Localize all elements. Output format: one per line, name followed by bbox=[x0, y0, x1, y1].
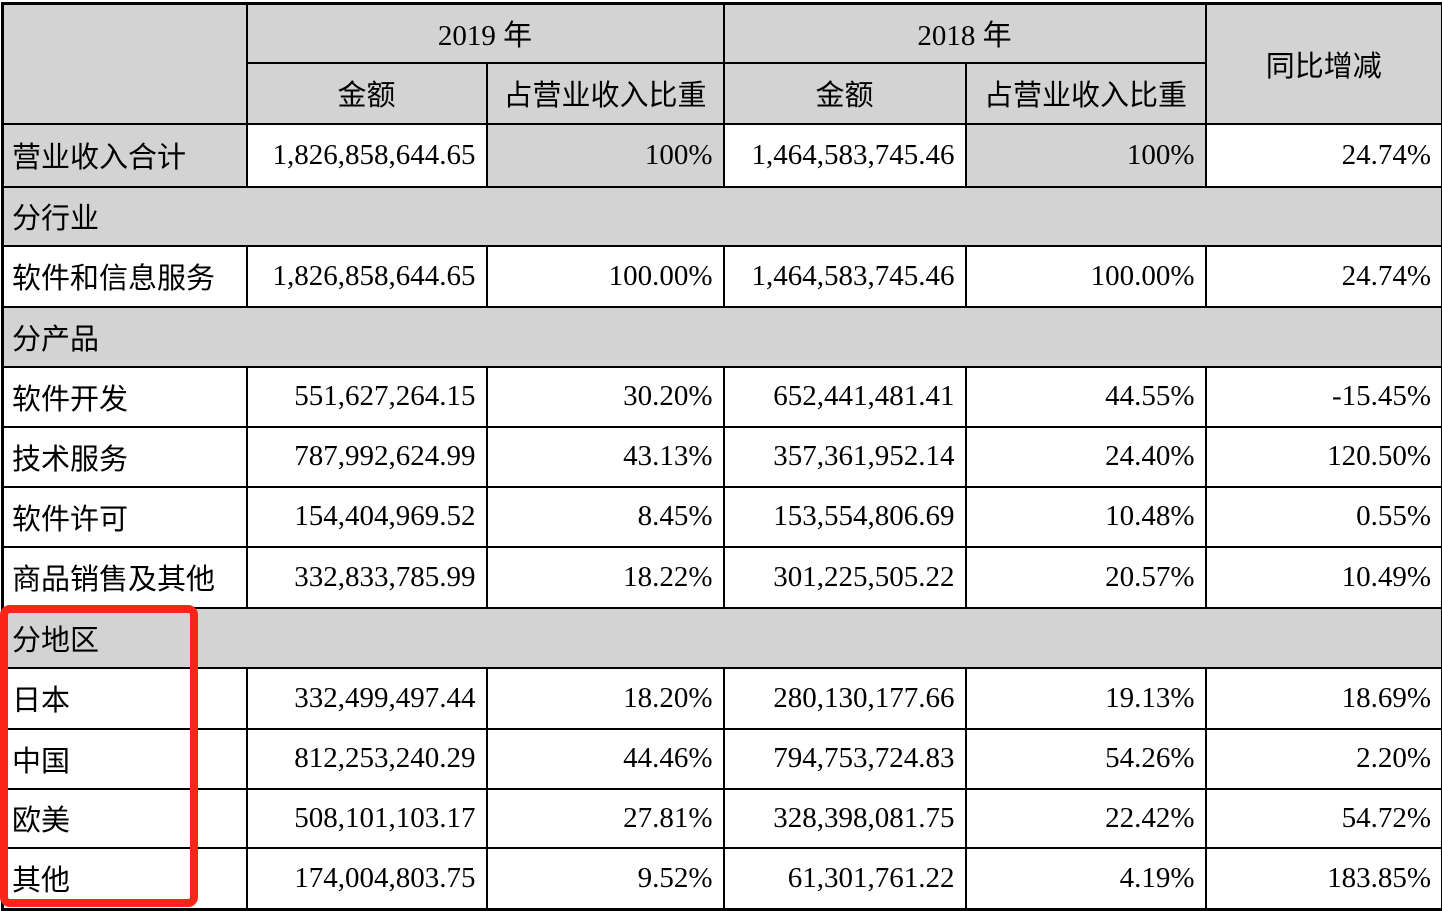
cell-share-2018: 20.57% bbox=[964, 545, 1207, 609]
section-title: 分行业 bbox=[1, 185, 1442, 247]
table-row: 其他 174,004,803.75 9.52% 61,301,761.22 4.… bbox=[1, 846, 1442, 911]
header-cell-yoy: 同比增减 bbox=[1204, 2, 1442, 125]
cell-yoy: 24.74% bbox=[1204, 122, 1442, 188]
section-row-industry: 分行业 bbox=[1, 185, 1442, 247]
cell-share-2019: 100% bbox=[485, 122, 725, 188]
cell-share-2019: 9.52% bbox=[485, 846, 725, 911]
cell-share-2018: 44.55% bbox=[964, 365, 1207, 428]
cell-share-2018: 22.42% bbox=[964, 787, 1207, 849]
cell-yoy: 10.49% bbox=[1204, 545, 1442, 609]
cell-share-2019: 27.81% bbox=[485, 787, 725, 849]
cell-amount-2018: 61,301,761.22 bbox=[722, 846, 967, 911]
cell-amount-2019: 174,004,803.75 bbox=[245, 846, 488, 911]
table-row: 技术服务 787,992,624.99 43.13% 357,361,952.1… bbox=[1, 425, 1442, 488]
cell-yoy: 0.55% bbox=[1204, 485, 1442, 548]
cell-share-2019: 44.46% bbox=[485, 727, 725, 790]
header-cell-empty bbox=[1, 2, 248, 125]
table-row: 日本 332,499,497.44 18.20% 280,130,177.66 … bbox=[1, 666, 1442, 730]
table-row: 中国 812,253,240.29 44.46% 794,753,724.83 … bbox=[1, 727, 1442, 790]
cell-share-2019: 18.22% bbox=[485, 545, 725, 609]
header-cell-year-2018: 2018 年 bbox=[722, 2, 1207, 64]
cell-amount-2018: 301,225,505.22 bbox=[722, 545, 967, 609]
cell-share-2018: 100.00% bbox=[964, 244, 1207, 308]
section-row-product: 分产品 bbox=[1, 305, 1442, 368]
cell-label: 软件许可 bbox=[1, 485, 248, 548]
cell-amount-2018: 280,130,177.66 bbox=[722, 666, 967, 730]
cell-yoy: -15.45% bbox=[1204, 365, 1442, 428]
cell-label: 技术服务 bbox=[1, 425, 248, 488]
header-row-measures: 金额 占营业收入比重 金额 占营业收入比重 bbox=[3, 61, 1442, 125]
header-cell-share-2018: 占营业收入比重 bbox=[964, 61, 1207, 125]
section-title: 分产品 bbox=[1, 305, 1442, 368]
cell-amount-2019: 508,101,103.17 bbox=[245, 787, 488, 849]
cell-share-2018: 19.13% bbox=[964, 666, 1207, 730]
cell-label: 营业收入合计 bbox=[1, 122, 248, 188]
cell-share-2019: 18.20% bbox=[485, 666, 725, 730]
cell-amount-2018: 794,753,724.83 bbox=[722, 727, 967, 790]
cell-amount-2019: 787,992,624.99 bbox=[245, 425, 488, 488]
cell-amount-2019: 812,253,240.29 bbox=[245, 727, 488, 790]
cell-label: 软件和信息服务 bbox=[1, 244, 248, 308]
cell-amount-2019: 1,826,858,644.65 bbox=[245, 244, 488, 308]
cell-yoy: 183.85% bbox=[1204, 846, 1442, 911]
cell-label: 商品销售及其他 bbox=[1, 545, 248, 609]
cell-amount-2018: 1,464,583,745.46 bbox=[722, 122, 967, 188]
cell-label: 中国 bbox=[1, 727, 248, 790]
cell-share-2018: 54.26% bbox=[964, 727, 1207, 790]
header-row-years: 2019 年 2018 年 同比增减 bbox=[1, 2, 1442, 125]
cell-amount-2019: 551,627,264.15 bbox=[245, 365, 488, 428]
cell-label: 软件开发 bbox=[1, 365, 248, 428]
header-cell-amount-2019: 金额 bbox=[245, 61, 488, 125]
cell-yoy: 2.20% bbox=[1204, 727, 1442, 790]
table-row: 软件许可 154,404,969.52 8.45% 153,554,806.69… bbox=[1, 485, 1442, 548]
header-cell-year-2019: 2019 年 bbox=[245, 2, 725, 64]
cell-share-2018: 4.19% bbox=[964, 846, 1207, 911]
header-cell-share-2019: 占营业收入比重 bbox=[485, 61, 725, 125]
table-row: 商品销售及其他 332,833,785.99 18.22% 301,225,50… bbox=[1, 545, 1442, 609]
section-row-region: 分地区 bbox=[1, 606, 1442, 669]
cell-amount-2019: 154,404,969.52 bbox=[245, 485, 488, 548]
cell-label: 日本 bbox=[1, 666, 248, 730]
cell-share-2019: 100.00% bbox=[485, 244, 725, 308]
cell-label: 欧美 bbox=[1, 787, 248, 849]
table-row: 软件和信息服务 1,826,858,644.65 100.00% 1,464,5… bbox=[1, 244, 1442, 308]
cell-yoy: 120.50% bbox=[1204, 425, 1442, 488]
cell-yoy: 24.74% bbox=[1204, 244, 1442, 308]
cell-yoy: 54.72% bbox=[1204, 787, 1442, 849]
cell-amount-2019: 332,499,497.44 bbox=[245, 666, 488, 730]
cell-amount-2018: 328,398,081.75 bbox=[722, 787, 967, 849]
cell-amount-2018: 1,464,583,745.46 bbox=[722, 244, 967, 308]
cell-amount-2018: 357,361,952.14 bbox=[722, 425, 967, 488]
cell-share-2018: 10.48% bbox=[964, 485, 1207, 548]
cell-share-2019: 30.20% bbox=[485, 365, 725, 428]
cell-amount-2019: 332,833,785.99 bbox=[245, 545, 488, 609]
cell-share-2019: 43.13% bbox=[485, 425, 725, 488]
cell-label: 其他 bbox=[1, 846, 248, 911]
section-title: 分地区 bbox=[1, 606, 1442, 669]
table-row-total: 营业收入合计 1,826,858,644.65 100% 1,464,583,7… bbox=[1, 122, 1442, 188]
cell-amount-2018: 652,441,481.41 bbox=[722, 365, 967, 428]
table-row: 欧美 508,101,103.17 27.81% 328,398,081.75 … bbox=[1, 787, 1442, 849]
cell-share-2018: 24.40% bbox=[964, 425, 1207, 488]
header-cell-amount-2018: 金额 bbox=[722, 61, 967, 125]
cell-share-2019: 8.45% bbox=[485, 485, 725, 548]
cell-amount-2018: 153,554,806.69 bbox=[722, 485, 967, 548]
cell-share-2018: 100% bbox=[964, 122, 1207, 188]
cell-yoy: 18.69% bbox=[1204, 666, 1442, 730]
cell-amount-2019: 1,826,858,644.65 bbox=[245, 122, 488, 188]
table-row: 软件开发 551,627,264.15 30.20% 652,441,481.4… bbox=[1, 365, 1442, 428]
